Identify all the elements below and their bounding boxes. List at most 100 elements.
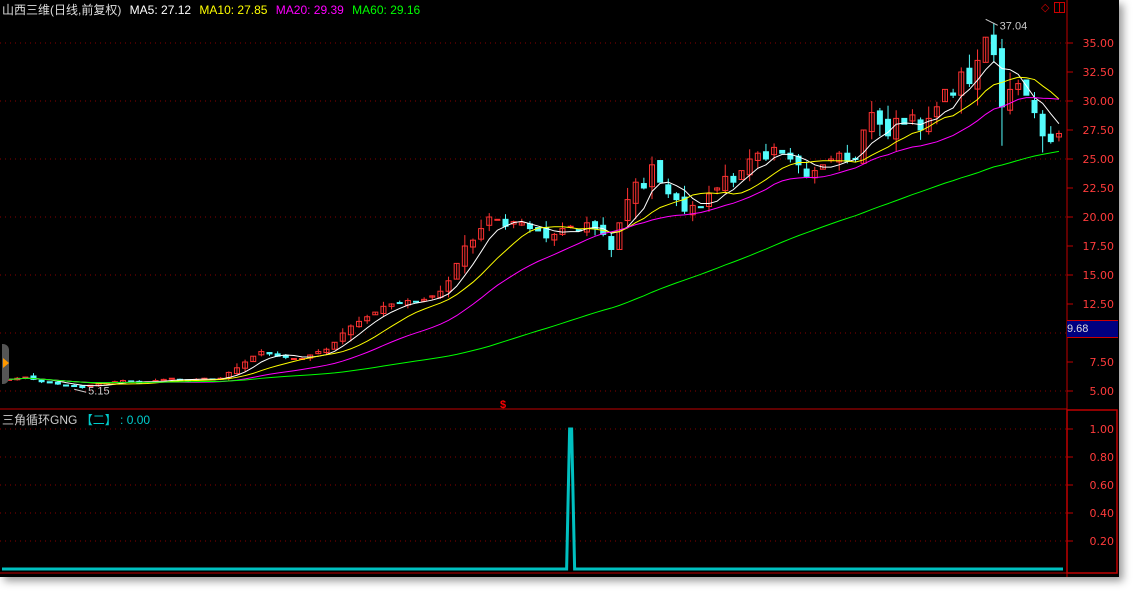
chart-canvas: 35.00 32.50 30.00 27.50 25.00 22.50 20.00 17.50… bbox=[0, 0, 1118, 577]
candle-up bbox=[233, 367, 240, 375]
candle-down bbox=[950, 92, 957, 96]
candle-down bbox=[803, 168, 810, 177]
candle-up bbox=[689, 204, 696, 216]
candle-up bbox=[242, 361, 249, 369]
candle-up bbox=[372, 311, 379, 316]
indicator-axis-frame bbox=[1066, 409, 1118, 574]
candle-up bbox=[486, 216, 493, 226]
candle-up bbox=[258, 351, 265, 356]
candle-down bbox=[1023, 79, 1030, 96]
y-tick-label: 32.50 bbox=[1083, 66, 1115, 79]
candle-up bbox=[714, 187, 721, 191]
candle-down bbox=[665, 184, 672, 195]
y-tick-label: 20.00 bbox=[1083, 211, 1115, 224]
candle-down bbox=[63, 384, 70, 387]
candle-up bbox=[909, 114, 916, 122]
indicator-name: 三角循环GNG bbox=[2, 413, 78, 427]
y-tick-label: 25.00 bbox=[1083, 153, 1115, 166]
y-tick-label: 17.50 bbox=[1083, 240, 1115, 253]
expand-panel-button[interactable] bbox=[2, 344, 9, 384]
candle-down bbox=[71, 385, 78, 388]
candle-up bbox=[1015, 83, 1022, 90]
triangle-right-icon bbox=[3, 358, 9, 368]
candle-down bbox=[998, 48, 1005, 108]
candle-up bbox=[982, 36, 989, 63]
candle-up bbox=[290, 358, 297, 361]
candle-down bbox=[30, 375, 37, 380]
indicator-value: : 0.00 bbox=[120, 413, 151, 427]
candle-up bbox=[429, 295, 436, 298]
candle-up bbox=[453, 262, 460, 280]
candle-up bbox=[624, 199, 631, 222]
y-tick-label: 15.00 bbox=[1083, 269, 1115, 282]
candle-up bbox=[868, 112, 875, 133]
indicator-tick-label: 0.80 bbox=[1090, 451, 1115, 464]
candle-up bbox=[974, 59, 981, 90]
candle-down bbox=[412, 300, 419, 303]
candle-up bbox=[551, 233, 558, 241]
candle-up bbox=[323, 348, 330, 354]
diamond-icon[interactable]: ◇ bbox=[1041, 2, 1050, 14]
candle-down bbox=[990, 34, 997, 56]
candle-up bbox=[632, 181, 639, 204]
candle-up bbox=[705, 193, 712, 208]
candle-up bbox=[649, 164, 656, 188]
candle-up bbox=[616, 222, 623, 250]
ma60-label: MA60: 29.16 bbox=[352, 3, 421, 17]
ma10-line bbox=[9, 76, 1060, 385]
event-marker: $ bbox=[500, 399, 506, 411]
main-chart-header: 山西三维(日线,前复权) MA5: 27.12 MA10: 27.85 MA20… bbox=[2, 1, 425, 18]
candle-down bbox=[876, 110, 883, 125]
candle-up bbox=[933, 106, 940, 118]
candle-up bbox=[356, 320, 363, 328]
y-tick-label: 35.00 bbox=[1083, 37, 1115, 50]
low-label: 5.15 bbox=[88, 385, 109, 397]
candle-down bbox=[779, 149, 786, 154]
candle-up bbox=[722, 175, 729, 192]
candle-up bbox=[958, 71, 965, 96]
y-tick-label: 30.00 bbox=[1083, 95, 1115, 108]
candle-down bbox=[1031, 100, 1038, 114]
candle-down bbox=[592, 221, 599, 230]
candle-down bbox=[762, 151, 769, 160]
stock-title: 山西三维(日线,前复权) bbox=[2, 3, 122, 17]
candle-up bbox=[461, 245, 468, 267]
y-tick-label: 5.00 bbox=[1090, 385, 1115, 398]
candle-down bbox=[844, 152, 851, 162]
candle-down bbox=[54, 381, 61, 385]
indicator-tick-label: 0.20 bbox=[1090, 535, 1115, 548]
candle-down bbox=[657, 160, 664, 183]
candle-up bbox=[421, 298, 428, 302]
indicator-header: 三角循环GNG 【二】 : 0.00 bbox=[2, 411, 150, 428]
high-label: 37.04 bbox=[1000, 20, 1028, 32]
candle-up bbox=[771, 146, 778, 156]
ma10-label: MA10: 27.85 bbox=[199, 3, 268, 17]
candle-down bbox=[640, 183, 647, 189]
candle-up bbox=[941, 88, 948, 103]
candle-up bbox=[364, 316, 371, 322]
candle-up bbox=[583, 222, 590, 233]
candle-up bbox=[1055, 132, 1062, 138]
ma5-line bbox=[9, 60, 1060, 387]
ma60-line bbox=[9, 150, 1060, 384]
y-tick-label: 27.50 bbox=[1083, 124, 1115, 137]
candle-down bbox=[901, 117, 908, 125]
candle-down bbox=[608, 236, 615, 250]
candle-up bbox=[469, 239, 476, 248]
indicator-tick-label: 0.60 bbox=[1090, 479, 1115, 492]
candle-down bbox=[1047, 133, 1054, 143]
candle-down bbox=[38, 379, 45, 383]
indicator-tick-label: 0.40 bbox=[1090, 507, 1115, 520]
candle-up bbox=[315, 351, 322, 355]
indicator-param[interactable]: 【二】 bbox=[80, 413, 117, 427]
layout-toggle-icon[interactable] bbox=[1054, 2, 1065, 13]
candle-up bbox=[331, 341, 338, 350]
low-arrow bbox=[74, 388, 87, 393]
candle-down bbox=[79, 385, 86, 389]
candle-up bbox=[478, 228, 485, 240]
candle-down bbox=[795, 155, 802, 166]
y-tick-label: 12.50 bbox=[1083, 298, 1115, 311]
candle-down bbox=[966, 67, 973, 85]
candle-up bbox=[347, 325, 354, 336]
ma20-line bbox=[9, 97, 1059, 384]
